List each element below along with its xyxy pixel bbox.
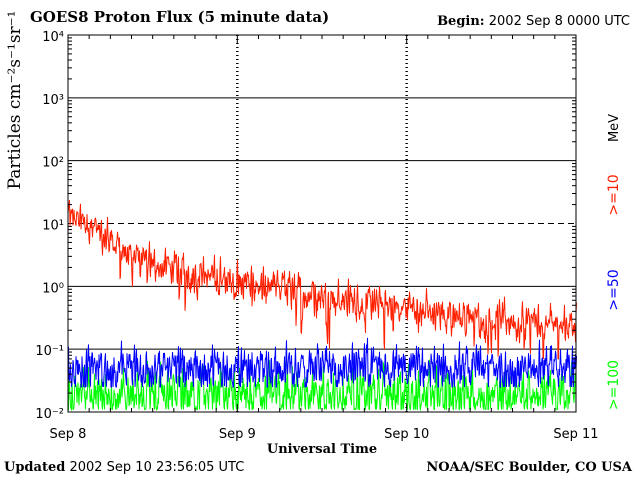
updated-value: 2002 Sep 10 23:56:05 UTC — [69, 460, 245, 475]
series-traces — [67, 199, 577, 412]
legend: >=10 >=50 >=100 MeV — [606, 114, 622, 410]
x-tick-label: Sep 10 — [384, 427, 429, 442]
y-tick-label: 10³ — [42, 93, 64, 108]
y-tick-label: 10⁴ — [42, 30, 64, 45]
series-line-ge50 — [67, 337, 577, 389]
legend-unit-label: MeV — [607, 114, 622, 142]
x-tick-labels: Sep 8 Sep 9 Sep 10 Sep 11 — [50, 427, 599, 442]
x-tick-label: Sep 8 — [50, 427, 87, 442]
updated-label: Updated — [4, 460, 66, 475]
updated-timestamp: Updated 2002 Sep 10 23:56:05 UTC — [4, 460, 244, 475]
x-tick-label: Sep 11 — [553, 427, 598, 442]
axis-ticks — [67, 35, 577, 412]
y-axis-label-text: Particles cm⁻²s⁻¹sr⁻¹ — [5, 11, 25, 190]
legend-label: >=100 — [606, 360, 622, 410]
grid-lines — [68, 35, 576, 412]
series-line-ge10 — [67, 199, 577, 360]
credit-text: NOAA/SEC Boulder, CO USA — [426, 460, 632, 475]
legend-label: >=50 — [606, 269, 622, 310]
series-line-ge100 — [67, 359, 577, 412]
y-tick-label: 10¹ — [42, 219, 64, 234]
chart-title: GOES8 Proton Flux (5 minute data) — [30, 8, 330, 26]
y-tick-label: 10⁻² — [35, 407, 64, 422]
x-tick-label: Sep 9 — [219, 427, 256, 442]
begin-label: Begin: — [437, 14, 485, 29]
y-axis-label: Particles cm⁻²s⁻¹sr⁻¹ — [5, 11, 25, 190]
y-tick-label: 10⁰ — [42, 281, 64, 296]
begin-timestamp: Begin: 2002 Sep 8 0000 UTC — [437, 14, 630, 29]
begin-value: 2002 Sep 8 0000 UTC — [488, 14, 630, 29]
x-axis-label: Universal Time — [267, 442, 377, 457]
y-tick-label: 10² — [42, 156, 64, 171]
y-tick-label: 10⁻¹ — [35, 344, 64, 359]
y-tick-labels: 10⁻² 10⁻¹ 10⁰ 10¹ 10² 10³ 10⁴ — [35, 30, 64, 422]
legend-label: >=10 — [606, 174, 622, 215]
